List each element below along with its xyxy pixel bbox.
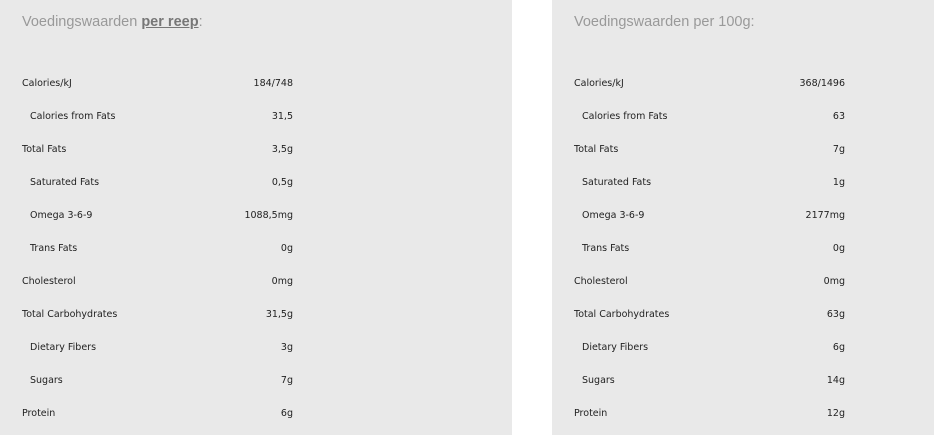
nutrition-row: Cholesterol 0mg — [22, 276, 293, 292]
nutrition-row: Dietary Fibers 6g — [574, 342, 845, 358]
nutrient-label: Omega 3-6-9 — [30, 210, 93, 221]
nutrient-value: 1088,5mg — [244, 210, 293, 221]
nutrient-label: Saturated Fats — [582, 177, 652, 188]
nutrient-label: Dietary Fibers — [30, 342, 97, 353]
nutrient-label: Calories from Fats — [30, 111, 116, 122]
nutrient-value: 7g — [832, 144, 845, 155]
nutrition-row: Total Carbohydrates 31,5g — [22, 309, 293, 325]
nutrient-label: Total Carbohydrates — [574, 309, 670, 320]
nutrient-value: 63g — [826, 309, 845, 320]
nutrient-value: 6g — [832, 342, 845, 353]
nutrient-label: Dietary Fibers — [582, 342, 649, 353]
nutrient-label: Calories/kJ — [574, 78, 624, 89]
nutrient-label: Cholesterol — [574, 276, 628, 287]
nutrient-value: 6g — [280, 408, 293, 419]
nutrition-row: Cholesterol 0mg — [574, 276, 845, 292]
nutrition-row: Sugars 7g — [22, 375, 293, 391]
nutrient-label: Trans Fats — [30, 243, 78, 254]
nutrient-label: Omega 3-6-9 — [582, 210, 645, 221]
nutrient-label: Protein — [574, 408, 608, 419]
title-prefix: Voedingswaarden — [22, 14, 142, 30]
nutrition-row: Calories from Fats 31,5 — [22, 111, 293, 127]
nutrition-row: Trans Fats 0g — [22, 243, 293, 259]
nutrition-row: Saturated Fats 1g — [574, 177, 845, 193]
nutrition-row: Total Fats 7g — [574, 144, 845, 160]
nutrient-value: 0g — [832, 243, 845, 254]
nutrition-panel-per-100g: Voedingswaarden per 100g: Calories/kJ 368… — [552, 0, 934, 435]
nutrition-row: Saturated Fats 0,5g — [22, 177, 293, 193]
nutrition-row: Protein 12g — [574, 408, 845, 424]
nutrient-value: 0g — [280, 243, 293, 254]
title-emphasis: per reep — [141, 14, 199, 30]
nutrition-row: Trans Fats 0g — [574, 243, 845, 259]
nutrient-value: 7g — [280, 375, 293, 386]
nutrient-value: 0,5g — [271, 177, 293, 188]
nutrition-row: Omega 3-6-9 1088,5mg — [22, 210, 293, 226]
nutrient-value: 31,5g — [265, 309, 293, 320]
panel-title: Voedingswaarden per 100g: — [574, 14, 755, 30]
nutrition-row: Total Carbohydrates 63g — [574, 309, 845, 325]
nutrient-value: 184/748 — [253, 78, 293, 89]
nutrient-value: 0mg — [271, 276, 293, 287]
nutrient-label: Calories from Fats — [582, 111, 668, 122]
nutrient-value: 63 — [832, 111, 845, 122]
nutrient-value: 3,5g — [271, 144, 293, 155]
panel-title: Voedingswaarden per reep: — [22, 14, 203, 30]
nutrition-panel-per-bar: Voedingswaarden per reep: Calories/kJ 184… — [0, 0, 512, 435]
nutrient-value: 31,5 — [271, 111, 293, 122]
nutrient-value: 0mg — [823, 276, 845, 287]
nutrient-value: 2177mg — [805, 210, 845, 221]
nutrient-value: 3g — [280, 342, 293, 353]
nutrient-label: Total Carbohydrates — [22, 309, 118, 320]
nutrient-label: Protein — [22, 408, 56, 419]
title-suffix: : — [198, 14, 203, 30]
nutrient-label: Calories/kJ — [22, 78, 72, 89]
nutrient-label: Sugars — [30, 375, 63, 386]
nutrition-row: Calories/kJ 184/748 — [22, 78, 293, 94]
nutrient-label: Total Fats — [574, 144, 619, 155]
nutrition-row: Calories from Fats 63 — [574, 111, 845, 127]
nutrition-row: Calories/kJ 368/1496 — [574, 78, 845, 94]
nutrition-row: Omega 3-6-9 2177mg — [574, 210, 845, 226]
nutrition-row: Sugars 14g — [574, 375, 845, 391]
nutrient-value: 368/1496 — [799, 78, 845, 89]
nutrient-label: Cholesterol — [22, 276, 76, 287]
nutrient-value: 12g — [826, 408, 845, 419]
nutrition-row: Dietary Fibers 3g — [22, 342, 293, 358]
nutrient-value: 1g — [832, 177, 845, 188]
nutrition-row: Total Fats 3,5g — [22, 144, 293, 160]
nutrient-label: Total Fats — [22, 144, 67, 155]
nutrient-label: Trans Fats — [582, 243, 630, 254]
nutrition-row: Protein 6g — [22, 408, 293, 424]
nutrient-label: Saturated Fats — [30, 177, 100, 188]
nutrient-value: 14g — [826, 375, 845, 386]
nutrient-label: Sugars — [582, 375, 615, 386]
